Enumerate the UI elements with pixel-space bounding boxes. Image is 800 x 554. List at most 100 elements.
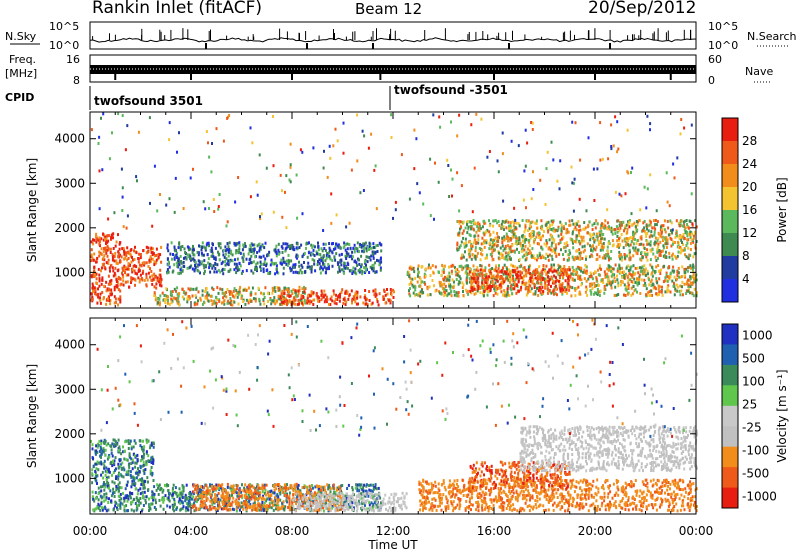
data-cell xyxy=(318,258,321,262)
data-cell xyxy=(308,294,311,298)
data-cell xyxy=(474,257,477,261)
data-cell xyxy=(508,236,511,240)
data-cell xyxy=(130,276,133,280)
data-cell xyxy=(109,444,112,448)
data-cell xyxy=(104,235,107,239)
data-cell xyxy=(655,259,658,262)
data-cell xyxy=(651,226,654,230)
data-cell xyxy=(312,146,315,150)
data-cell xyxy=(489,252,492,256)
data-cell xyxy=(669,219,672,223)
data-cell xyxy=(425,267,427,271)
data-cell xyxy=(468,270,471,274)
data-cell xyxy=(351,255,354,259)
data-cell xyxy=(363,296,366,299)
data-cell xyxy=(118,489,121,493)
data-cell xyxy=(96,301,99,305)
data-cell xyxy=(540,277,543,280)
data-cell xyxy=(373,250,375,254)
data-cell xyxy=(249,293,252,297)
data-cell xyxy=(605,283,608,287)
data-cell xyxy=(155,282,158,286)
data-cell xyxy=(371,250,374,254)
data-cell xyxy=(578,197,581,201)
data-cell xyxy=(654,240,657,244)
data-cell xyxy=(294,270,297,274)
data-cell xyxy=(479,285,482,289)
data-cell xyxy=(571,255,574,259)
data-cell xyxy=(525,269,527,272)
data-cell xyxy=(662,254,665,258)
data-cell xyxy=(124,487,127,491)
data-cell xyxy=(129,496,132,500)
data-cell xyxy=(101,485,104,488)
data-cell xyxy=(518,251,521,254)
data-cell xyxy=(484,266,487,270)
data-cell xyxy=(578,257,581,261)
data-cell xyxy=(539,178,542,182)
data-cell xyxy=(677,240,679,244)
data-cell xyxy=(309,294,312,298)
data-cell xyxy=(628,258,631,262)
data-cell xyxy=(120,452,123,456)
data-cell xyxy=(170,241,173,245)
data-cell xyxy=(609,265,612,269)
data-cell xyxy=(651,271,654,275)
data-cell xyxy=(107,258,110,262)
data-cell xyxy=(657,237,660,241)
data-cell xyxy=(91,286,94,290)
data-cell xyxy=(126,494,128,498)
data-cell xyxy=(148,258,151,262)
data-cell xyxy=(554,243,557,247)
data-cell xyxy=(451,177,454,181)
data-cell xyxy=(595,279,598,283)
data-cell xyxy=(95,475,98,478)
data-cell xyxy=(585,255,588,259)
data-cell xyxy=(550,284,552,288)
data-cell xyxy=(416,280,419,284)
data-cell xyxy=(137,268,140,272)
data-cell xyxy=(477,228,480,232)
data-cell xyxy=(320,293,323,297)
data-cell xyxy=(91,490,94,494)
data-cell xyxy=(145,495,148,499)
data-cell xyxy=(166,246,169,250)
data-cell xyxy=(661,228,664,232)
data-cell xyxy=(144,468,147,471)
data-cell xyxy=(267,253,270,257)
data-cell xyxy=(682,233,685,236)
data-cell xyxy=(284,260,287,264)
data-cell xyxy=(509,258,512,261)
data-cell xyxy=(508,255,511,259)
data-cell xyxy=(614,228,617,231)
data-cell xyxy=(146,278,149,282)
data-cell xyxy=(512,276,514,280)
data-cell xyxy=(348,293,351,297)
data-cell xyxy=(211,249,214,253)
data-cell xyxy=(598,264,601,268)
data-cell xyxy=(187,287,190,291)
data-cell xyxy=(687,285,690,289)
data-cell xyxy=(447,164,450,167)
data-cell xyxy=(354,271,357,275)
power-panel-bg xyxy=(90,112,696,308)
data-cell xyxy=(218,299,221,303)
data-cell xyxy=(579,158,582,162)
data-cell xyxy=(200,248,203,252)
data-cell xyxy=(602,232,605,236)
data-cell xyxy=(364,241,367,245)
data-cell xyxy=(235,262,238,266)
data-cell xyxy=(509,274,512,278)
data-cell xyxy=(100,447,103,451)
data-cell xyxy=(502,293,505,297)
data-cell xyxy=(585,269,588,273)
data-cell xyxy=(223,268,226,271)
data-cell xyxy=(645,239,648,242)
data-cell xyxy=(597,268,599,272)
data-cell xyxy=(195,295,198,299)
data-cell xyxy=(511,244,514,248)
data-cell xyxy=(150,270,153,273)
data-cell xyxy=(525,274,528,278)
data-cell xyxy=(123,257,126,261)
data-cell xyxy=(274,272,277,276)
